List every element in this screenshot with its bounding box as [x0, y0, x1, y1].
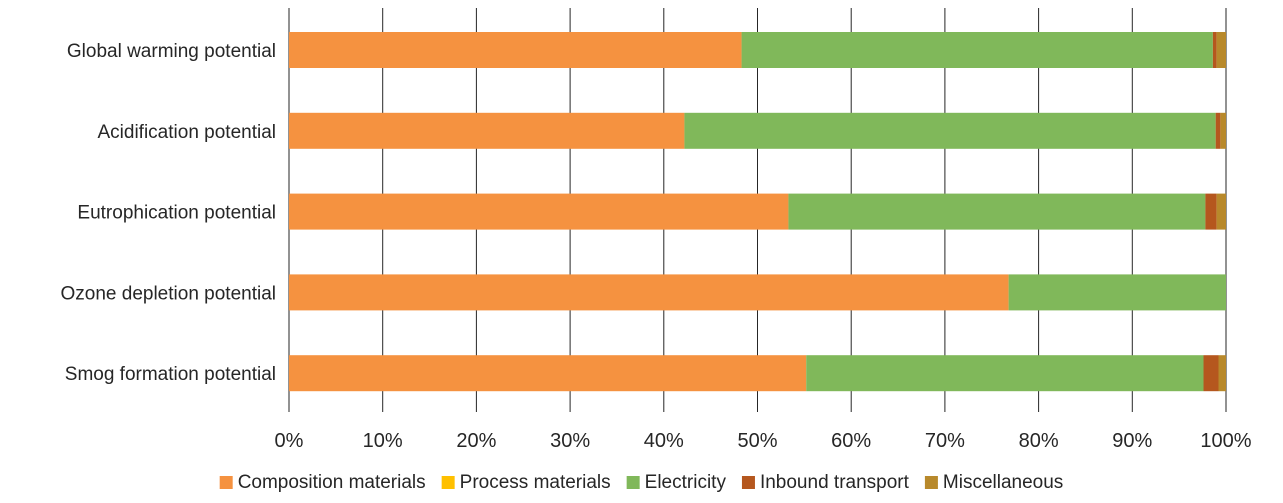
category-labels: Global warming potential Acidification po… — [61, 41, 277, 385]
bar-segment — [806, 355, 1204, 392]
legend-swatch — [741, 476, 755, 489]
legend-swatch — [924, 476, 938, 489]
legend-item: Miscellaneous — [924, 472, 1063, 493]
legend-swatch — [626, 476, 640, 489]
x-tick-label: 60% — [831, 430, 871, 452]
legend-label: Miscellaneous — [943, 472, 1063, 493]
bar-segment — [1216, 193, 1226, 230]
bar-segment — [741, 32, 1213, 68]
bar-segment — [788, 193, 1206, 230]
bar-segment — [289, 193, 789, 230]
x-tick-label: 10% — [363, 430, 403, 452]
x-tick-label: 0% — [275, 430, 304, 452]
bar-segment — [289, 274, 1009, 311]
legend-item: Inbound transport — [741, 472, 910, 493]
legend-label: Electricity — [645, 472, 727, 493]
x-tick-label: 20% — [456, 430, 496, 452]
category-label: Smog formation potential — [65, 364, 276, 385]
legend-item: Composition materials — [219, 472, 426, 493]
category-label: Global warming potential — [67, 41, 276, 62]
category-label: Ozone depletion potential — [61, 283, 277, 304]
bar-segment — [1205, 193, 1217, 230]
category-label: Eutrophication potential — [77, 203, 276, 224]
legend-swatch — [219, 476, 233, 489]
legend-label: Inbound transport — [760, 472, 910, 493]
bar-segment — [289, 112, 685, 149]
bar-segment — [1216, 32, 1226, 68]
bar-segment — [1215, 112, 1221, 149]
legend-swatch — [441, 476, 455, 489]
legend-label: Process materials — [460, 472, 611, 493]
legend-label: Composition materials — [238, 472, 426, 493]
bars — [289, 32, 1226, 392]
x-tick-label: 30% — [550, 430, 590, 452]
bar-segment — [289, 32, 742, 68]
x-axis-tick-labels: 0% 10% 20% 30% 40% 50% 60% 70% 80% 90% 100% — [275, 430, 1252, 452]
legend-item: Electricity — [626, 472, 727, 493]
x-tick-label: 80% — [1019, 430, 1059, 452]
bar-segment — [289, 355, 807, 392]
x-tick-label: 40% — [644, 430, 684, 452]
bar-segment — [1218, 355, 1226, 392]
bar-segment — [1008, 274, 1226, 311]
x-tick-label: 50% — [737, 430, 777, 452]
legend: Composition materials Process materials El… — [219, 472, 1063, 493]
x-tick-label: 90% — [1112, 430, 1152, 452]
bar-segment — [1212, 32, 1217, 68]
bar-segment — [1203, 355, 1219, 392]
x-tick-label: 70% — [925, 430, 965, 452]
bar-segment — [684, 112, 1216, 149]
category-label: Acidification potential — [98, 122, 277, 143]
bar-segment — [1220, 112, 1226, 149]
legend-item: Process materials — [441, 472, 611, 493]
x-tick-label: 100% — [1200, 430, 1251, 452]
